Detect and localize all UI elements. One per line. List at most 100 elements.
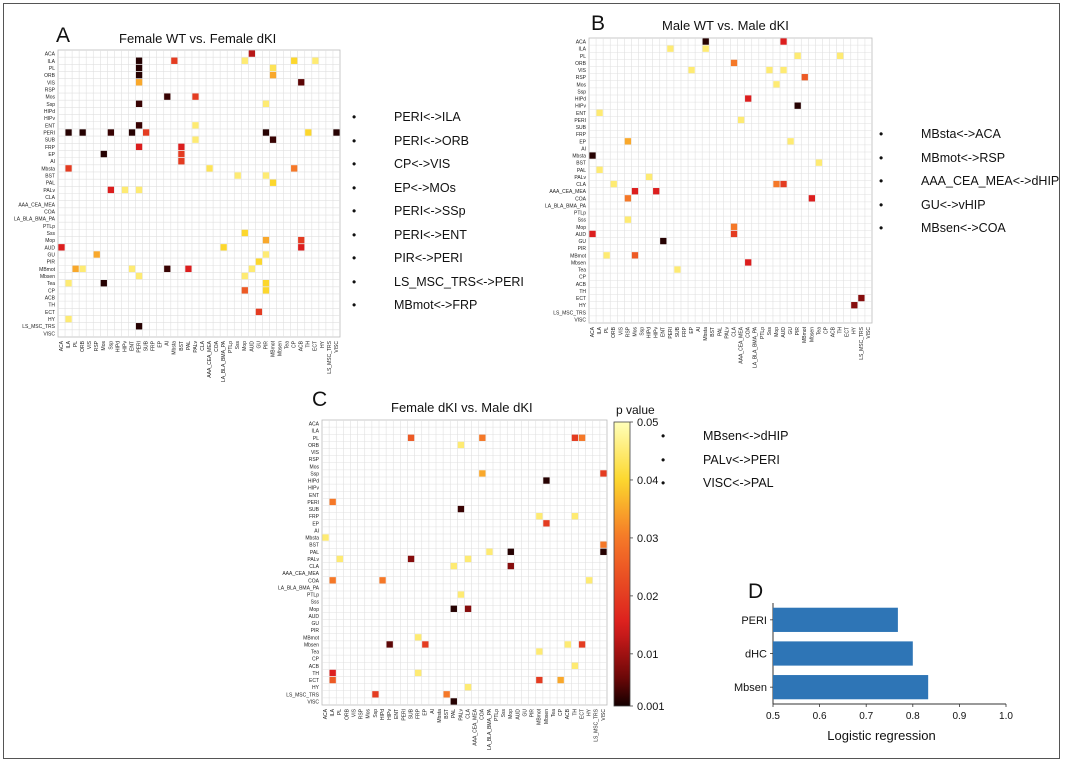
heatmap-col-label: CP bbox=[823, 326, 829, 334]
heatmap-row-label: ORB bbox=[308, 443, 320, 449]
heatmap-cell bbox=[450, 698, 457, 705]
heatmap-cell bbox=[333, 129, 340, 136]
heatmap-row-label: CLA bbox=[576, 182, 586, 188]
bullet-dot: • bbox=[879, 150, 884, 165]
heatmap-cell bbox=[262, 287, 270, 294]
colorbar-bar bbox=[613, 421, 631, 707]
heatmap-cell bbox=[178, 150, 185, 158]
heatmap-row-label: FRP bbox=[309, 514, 320, 520]
panel-c-title: Female dKI vs. Male dKI bbox=[391, 400, 533, 415]
heatmap-cell bbox=[220, 244, 227, 251]
heatmap-cell bbox=[65, 165, 72, 172]
heatmap-row-label: GU bbox=[579, 239, 587, 245]
heatmap-row-label: RSP bbox=[45, 87, 56, 93]
heatmap-cell bbox=[65, 315, 72, 323]
heatmap-col-label: PIR bbox=[263, 341, 269, 350]
heatmap-row-label: ACB bbox=[576, 282, 587, 288]
bar-category-label: dHC bbox=[745, 649, 767, 661]
bullet-dot: • bbox=[352, 227, 357, 242]
heatmap-cell bbox=[730, 230, 738, 238]
bullet-dot: • bbox=[661, 429, 666, 443]
heatmap-cell bbox=[578, 434, 586, 441]
heatmap-col-label: PAL bbox=[717, 327, 723, 336]
list-item-label: MBsen<->COA bbox=[921, 221, 1006, 235]
heatmap-row-label: BST bbox=[576, 161, 586, 167]
heatmap-cell bbox=[135, 79, 143, 86]
heatmap-col-label: PIR bbox=[530, 709, 536, 718]
heatmap-row-label: TH bbox=[579, 289, 586, 295]
heatmap-col-label: MBmot bbox=[802, 326, 808, 342]
heatmap-cell bbox=[589, 230, 596, 238]
heatmap-cell bbox=[808, 195, 815, 202]
heatmap-row-label: PERI bbox=[43, 131, 55, 137]
heatmap-cell bbox=[624, 216, 632, 223]
bullet-dot: • bbox=[661, 452, 666, 467]
heatmap-row-label: VISC bbox=[307, 699, 319, 705]
heatmap-cell bbox=[241, 57, 248, 64]
list-item-label: VISC<->PAL bbox=[703, 476, 774, 490]
heatmap-row-label: SUB bbox=[576, 125, 587, 131]
heatmap-cell bbox=[58, 244, 65, 251]
heatmap-cell bbox=[407, 555, 415, 563]
list-item: • EP<->MOs bbox=[352, 180, 524, 204]
heatmap-row-label: ENT bbox=[45, 123, 55, 129]
heatmap-row-label: ECT bbox=[309, 678, 319, 684]
heatmap-row-label: PIR bbox=[578, 246, 587, 252]
heatmap-col-label: ILA bbox=[330, 708, 336, 716]
heatmap-cell bbox=[100, 150, 107, 158]
heatmap-col-label: Tea bbox=[285, 341, 291, 349]
heatmap-row-label: RSP bbox=[576, 75, 587, 81]
heatmap-col-label: Mop bbox=[242, 341, 248, 351]
heatmap-row-label: TH bbox=[48, 303, 55, 309]
heatmap-col-label: RSP bbox=[625, 326, 631, 337]
heatmap-col-label: ACA bbox=[59, 340, 65, 351]
heatmap-cell bbox=[329, 577, 336, 584]
heatmap-cell bbox=[479, 434, 486, 441]
heatmap-cell bbox=[262, 100, 270, 107]
heatmap-cell bbox=[386, 641, 393, 648]
heatmap-col-label: AUD bbox=[515, 709, 521, 720]
colorbar-tick-label: 0.03 bbox=[637, 533, 658, 545]
colorbar-tick-label: 0.001 bbox=[637, 701, 665, 713]
bullet-dot: • bbox=[352, 110, 357, 124]
heatmap-row-label: LA_BLA_BMA_PA bbox=[278, 585, 320, 591]
heatmap-col-label: COA bbox=[746, 326, 752, 338]
heatmap-col-label: HY bbox=[852, 326, 858, 334]
heatmap-cell bbox=[450, 562, 457, 570]
heatmap-cell bbox=[688, 66, 695, 74]
heatmap-row-label: ACA bbox=[45, 52, 56, 58]
heatmap-col-label: LS_MSC_TRS bbox=[327, 340, 333, 373]
heatmap-cell bbox=[589, 152, 596, 159]
heatmap-row-label: CP bbox=[48, 288, 56, 294]
heatmap-row-label: PALv bbox=[307, 557, 319, 563]
heatmap-cell bbox=[536, 648, 543, 655]
heatmap-col-label: HIPd bbox=[380, 709, 386, 720]
list-item-label: MBmot<->FRP bbox=[394, 298, 478, 312]
list-item-label: MBsen<->dHIP bbox=[703, 429, 789, 443]
heatmap-col-label: COA bbox=[480, 708, 486, 720]
bullet-dot: • bbox=[352, 204, 357, 218]
heatmap-cell bbox=[600, 541, 607, 548]
heatmap-col-label: AI bbox=[430, 709, 436, 714]
heatmap-col-label: CLA bbox=[465, 708, 471, 718]
heatmap-row-label: HY bbox=[579, 303, 587, 309]
heatmap-cell bbox=[192, 136, 199, 143]
heatmap-col-label: ACB bbox=[831, 326, 837, 337]
heatmap-col-label: Ssp bbox=[639, 327, 645, 336]
bar-x-tick-label: 0.9 bbox=[952, 711, 966, 722]
heatmap-col-label: PL bbox=[337, 709, 343, 715]
heatmap-row-label: Mbsen bbox=[304, 642, 319, 648]
heatmap-col-label: Mos bbox=[366, 709, 372, 719]
list-item: • PERI<->ORB bbox=[352, 133, 524, 157]
heatmap-cell bbox=[269, 136, 277, 143]
heatmap-row-label: VISC bbox=[574, 317, 586, 323]
heatmap-cell bbox=[143, 129, 150, 136]
heatmap-cell bbox=[79, 129, 86, 136]
heatmap-cell bbox=[543, 520, 550, 527]
heatmap-col-label: CP bbox=[292, 340, 298, 348]
heatmap-cell bbox=[298, 236, 305, 244]
heatmap-cell bbox=[730, 223, 738, 230]
bar-x-tick-label: 0.5 bbox=[766, 711, 780, 722]
heatmap-cell bbox=[192, 122, 199, 129]
heatmap-cell bbox=[262, 236, 270, 244]
